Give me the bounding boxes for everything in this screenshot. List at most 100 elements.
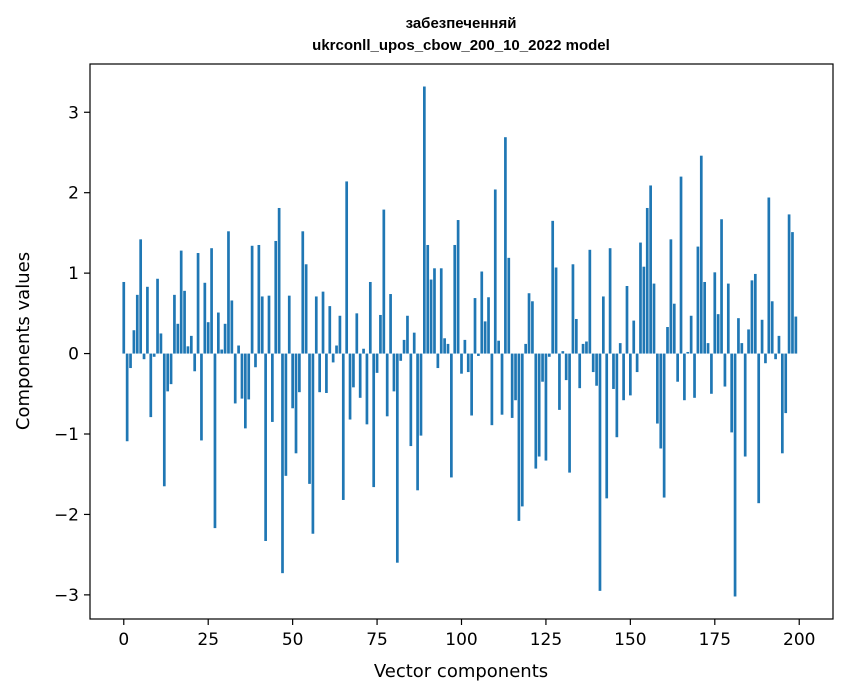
bar	[294, 353, 298, 454]
bar	[132, 330, 136, 354]
bar	[784, 353, 788, 414]
bar	[706, 343, 710, 354]
bar	[764, 353, 767, 364]
bar	[372, 353, 376, 488]
bar	[470, 353, 473, 416]
bar	[622, 353, 625, 401]
bar	[571, 264, 575, 354]
bar	[203, 282, 207, 354]
bar	[676, 353, 679, 382]
bar	[581, 343, 585, 354]
x-tick-label: 100	[445, 630, 477, 650]
bar	[740, 343, 744, 354]
bar	[585, 341, 588, 354]
bar	[770, 301, 774, 354]
bar	[551, 220, 555, 354]
bar	[490, 353, 494, 426]
bar	[608, 248, 612, 354]
bar	[409, 353, 413, 447]
bar	[159, 333, 163, 354]
bar	[544, 353, 548, 461]
bar	[176, 323, 180, 354]
bar	[753, 273, 757, 354]
chart-title-line-1: забезпеченняй	[406, 15, 517, 32]
bar	[517, 353, 521, 521]
bar	[612, 353, 615, 389]
bar	[497, 340, 500, 354]
bar	[683, 353, 686, 401]
bar	[412, 332, 416, 354]
bar	[169, 353, 173, 385]
bar	[213, 353, 217, 529]
bar	[561, 351, 565, 354]
bar	[649, 185, 652, 354]
bar	[433, 268, 436, 354]
bar	[639, 242, 642, 354]
bar	[760, 319, 764, 354]
bar	[534, 353, 538, 469]
x-axis: 0 25 50 75 100 125 150 175 200	[118, 619, 815, 650]
bar	[419, 353, 423, 436]
bar	[483, 321, 487, 354]
bar	[352, 353, 355, 388]
bar	[618, 343, 622, 354]
bar	[429, 279, 433, 354]
bar	[537, 353, 541, 457]
bar	[713, 272, 717, 354]
bar	[531, 301, 534, 354]
bar	[392, 353, 396, 392]
bar	[716, 314, 720, 354]
bar	[439, 268, 443, 354]
x-tick-label: 175	[699, 630, 731, 650]
bar	[659, 353, 663, 449]
bar	[193, 353, 197, 372]
y-axis: −3 −2 −1 0 1 2 3	[54, 103, 90, 606]
bar	[186, 346, 190, 354]
bar	[463, 339, 467, 354]
y-tick-label: 1	[68, 264, 79, 284]
bar	[149, 353, 153, 418]
bar	[298, 353, 301, 393]
bar	[244, 353, 247, 429]
bar	[321, 291, 325, 354]
bar	[547, 353, 551, 357]
bar	[399, 353, 403, 361]
x-tick-label: 200	[783, 630, 815, 650]
bar	[385, 353, 389, 417]
bar	[710, 353, 713, 394]
bar	[453, 244, 457, 354]
chart-title-line-2: ukrconll_upos_cbow_200_10_2022 model	[312, 37, 610, 54]
bar	[787, 214, 791, 354]
bar	[443, 338, 446, 354]
bar	[554, 267, 558, 354]
bar	[210, 248, 213, 354]
bar	[314, 296, 318, 354]
bar	[311, 353, 315, 534]
bar	[200, 353, 203, 441]
bar	[267, 295, 271, 354]
bar	[365, 353, 369, 425]
bar	[456, 220, 460, 354]
bar	[507, 257, 511, 354]
bar	[196, 253, 200, 354]
bar	[504, 137, 507, 354]
bar	[524, 343, 528, 354]
bar	[578, 353, 582, 389]
bar	[162, 353, 166, 487]
bar	[379, 314, 382, 354]
bar	[183, 290, 186, 354]
bar	[696, 246, 700, 354]
bar	[304, 264, 308, 354]
bar	[780, 353, 784, 454]
bar	[250, 245, 254, 354]
bar	[487, 297, 490, 354]
bar	[635, 353, 639, 373]
bar	[726, 283, 730, 354]
bar	[568, 353, 571, 473]
bar	[747, 329, 750, 354]
bar	[750, 280, 754, 354]
bar	[277, 207, 281, 354]
bar	[625, 286, 629, 354]
bar	[406, 315, 409, 354]
bar	[767, 197, 771, 354]
